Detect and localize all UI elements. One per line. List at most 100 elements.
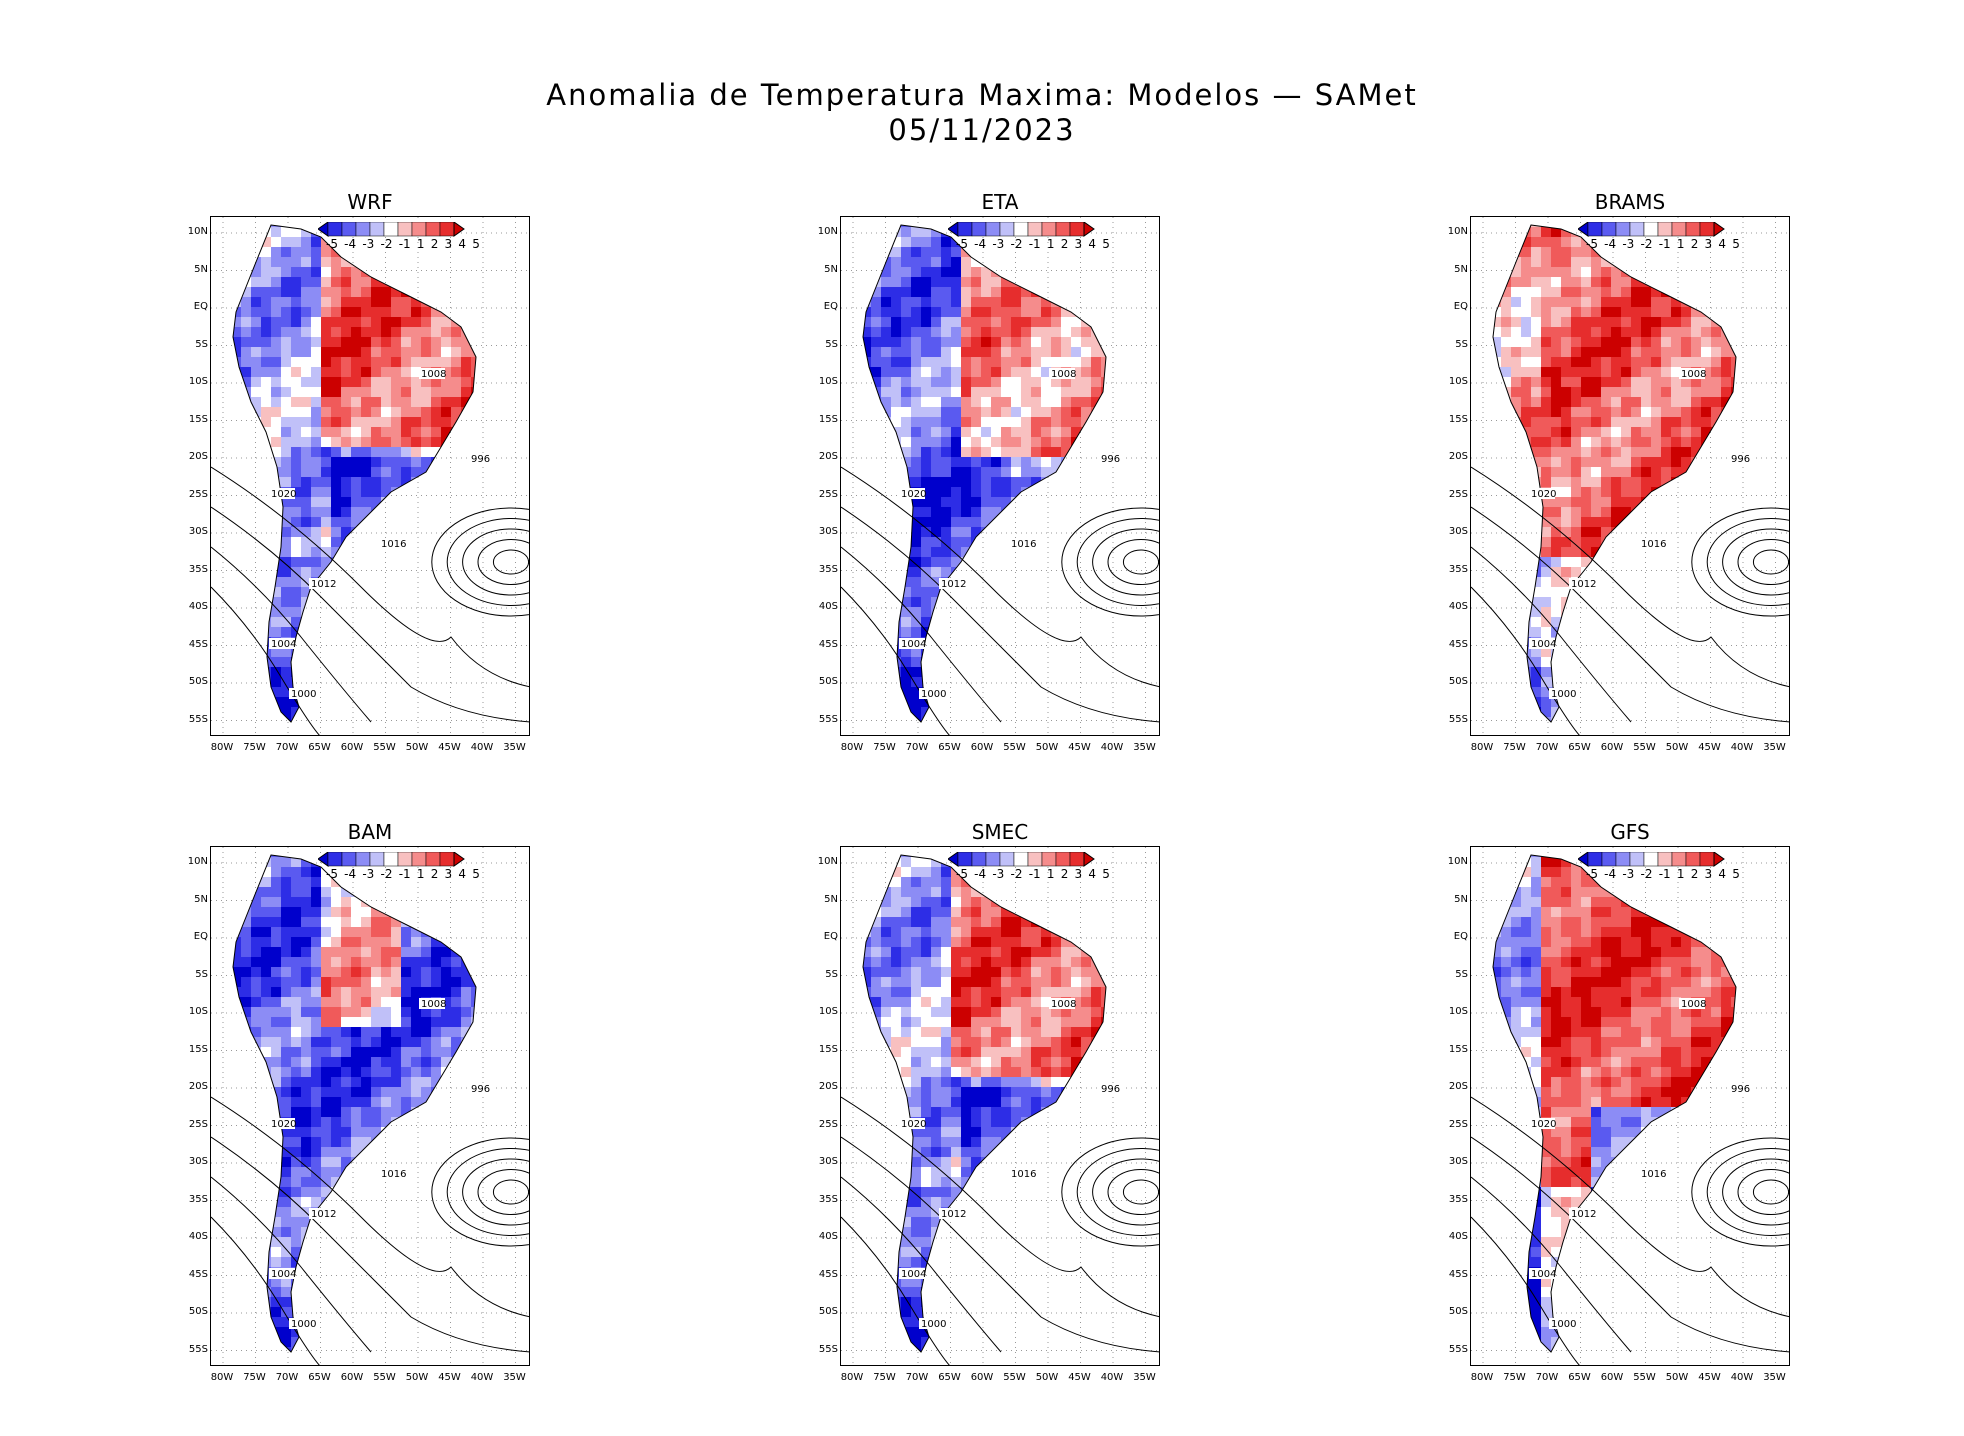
lon-tick-label: 45W bbox=[438, 1372, 461, 1383]
colorbar-tick-label: -2 bbox=[380, 867, 393, 881]
lon-tick-label: 65W bbox=[308, 742, 331, 753]
colorbar bbox=[1578, 852, 1725, 867]
isobar-contour bbox=[1471, 1136, 1789, 1353]
colorbar-tick-label: -3 bbox=[992, 867, 1005, 881]
lat-tick-label: 10S bbox=[188, 376, 208, 387]
lat-tick-label: 25S bbox=[818, 1118, 838, 1130]
isobar-contour bbox=[211, 546, 372, 723]
colorbar-tick-label: -4 bbox=[974, 237, 987, 251]
lon-tick-label: 45W bbox=[1068, 742, 1091, 753]
isobar-contour bbox=[1737, 539, 1789, 585]
lat-tick-label: 50S bbox=[188, 1306, 208, 1317]
colorbar-tick-label: -1 bbox=[1028, 237, 1041, 251]
lat-tick-label: 25S bbox=[188, 1118, 208, 1130]
isobar-label: 1020 bbox=[901, 489, 926, 500]
lon-tick-label: 70W bbox=[275, 742, 299, 753]
colorbar-tick-label: -4 bbox=[974, 867, 987, 881]
lon-tick-label: 75W bbox=[1503, 742, 1526, 753]
isobar-label: 1012 bbox=[1571, 1209, 1596, 1220]
isobar-contour bbox=[211, 1136, 529, 1353]
isobar-label: 1020 bbox=[901, 1119, 926, 1130]
lat-tick-label: 50S bbox=[818, 676, 838, 687]
isobar-contour bbox=[211, 466, 529, 688]
lon-tick-label: 55W bbox=[373, 742, 396, 753]
isobar-contour bbox=[1107, 1169, 1159, 1215]
map-frame: 1016 1012 1008 1004 1000 996 1020 bbox=[210, 846, 530, 1366]
lat-tick-label: 40S bbox=[188, 601, 208, 612]
colorbar-tick-label: -5 bbox=[1586, 237, 1598, 251]
lat-tick-label: 5N bbox=[194, 893, 208, 905]
isobar-contour bbox=[492, 549, 529, 575]
lat-tick-label: 30S bbox=[188, 526, 208, 537]
figure-date: 05/11/2023 bbox=[888, 113, 1076, 147]
lon-tick-label: 80W bbox=[840, 742, 864, 753]
colorbar-labels: -5 -4 -3 -2 -1 1 2 3 4 5 bbox=[948, 237, 1118, 251]
colorbar-tick-label: 4 bbox=[1088, 237, 1097, 251]
lat-tick-label: 45S bbox=[818, 638, 838, 650]
lat-tick-label: 10N bbox=[187, 856, 208, 867]
isobar-label: 1000 bbox=[921, 689, 946, 700]
isobar-label: 1020 bbox=[1531, 489, 1556, 500]
colorbar-tick-label: -1 bbox=[1658, 237, 1671, 251]
lat-tick-label: 20S bbox=[818, 1081, 838, 1092]
isobar-contour bbox=[841, 586, 950, 735]
lon-tick-label: 35W bbox=[1763, 1372, 1786, 1383]
lat-tick-label: 35S bbox=[818, 1193, 838, 1205]
isobar-contour bbox=[1471, 466, 1789, 688]
lat-tick-label: 5S bbox=[1455, 338, 1468, 350]
lon-tick-label: 60W bbox=[340, 1372, 364, 1383]
colorbar-tick-label: 3 bbox=[1074, 237, 1083, 251]
colorbar-tick-label: -2 bbox=[380, 237, 393, 251]
anomaly-map: 1016 1012 1008 1004 1000 996 1020 bbox=[841, 217, 1159, 735]
isobar-label: 1012 bbox=[941, 579, 966, 590]
lat-tick-label: 35S bbox=[1448, 563, 1468, 575]
lon-tick-label: 60W bbox=[1600, 742, 1624, 753]
lon-tick-label: 80W bbox=[210, 1372, 234, 1383]
colorbar-tick-label: 1 bbox=[1046, 237, 1055, 251]
lat-tick-label: 45S bbox=[818, 1268, 838, 1280]
lat-tick-label: 50S bbox=[818, 1306, 838, 1317]
isobar-contour bbox=[1471, 586, 1580, 735]
isobar-label: 1004 bbox=[271, 639, 296, 650]
lat-tick-label: 10S bbox=[818, 1006, 838, 1017]
lat-tick-label: 10S bbox=[1448, 376, 1468, 387]
lon-tick-label: 45W bbox=[438, 742, 461, 753]
colorbar-tick-label: 2 bbox=[430, 237, 439, 251]
isobar-contour bbox=[841, 506, 1159, 723]
coastline bbox=[232, 854, 477, 1353]
lat-tick-label: 35S bbox=[818, 563, 838, 575]
lat-tick-label: 5S bbox=[195, 338, 208, 350]
lon-tick-label: 80W bbox=[840, 1372, 864, 1383]
lat-tick-label: 45S bbox=[188, 1268, 208, 1280]
isobar-contour bbox=[1061, 1137, 1159, 1247]
anomaly-field bbox=[1493, 855, 1736, 1352]
colorbar-labels: -5 -4 -3 -2 -1 1 2 3 4 5 bbox=[318, 237, 488, 251]
lat-tick-label: 35S bbox=[188, 563, 208, 575]
colorbar-tick-label: -5 bbox=[956, 867, 968, 881]
lat-tick-label: EQ bbox=[1453, 931, 1468, 942]
anomaly-map: 1016 1012 1008 1004 1000 996 1020 bbox=[211, 217, 529, 735]
lat-tick-label: EQ bbox=[823, 301, 838, 312]
colorbar-tick-label: 2 bbox=[1060, 867, 1069, 881]
isobar-label: 1020 bbox=[1531, 1119, 1556, 1130]
map-frame: 1016 1012 1008 1004 1000 996 1020 bbox=[840, 216, 1160, 736]
lat-tick-label: EQ bbox=[193, 301, 208, 312]
lon-tick-label: 70W bbox=[275, 1372, 299, 1383]
isobar-contour bbox=[1122, 549, 1159, 575]
lon-tick-label: 80W bbox=[1470, 1372, 1494, 1383]
lat-tick-label: 15S bbox=[1448, 1043, 1468, 1055]
isobar-label: 1008 bbox=[1681, 369, 1706, 380]
lon-tick-label: 75W bbox=[873, 1372, 896, 1383]
lon-tick-label: 80W bbox=[1470, 742, 1494, 753]
colorbar-tick-label: 4 bbox=[1088, 867, 1097, 881]
isobar-contour bbox=[211, 586, 320, 735]
lon-tick-label: 65W bbox=[1568, 742, 1591, 753]
colorbar-tick-label: 5 bbox=[1732, 237, 1740, 251]
lat-tick-label: 20S bbox=[188, 1081, 208, 1092]
lon-tick-label: 35W bbox=[1763, 742, 1786, 753]
lat-tick-label: 5S bbox=[825, 338, 838, 350]
isobar-contour bbox=[211, 1096, 529, 1318]
colorbar bbox=[318, 222, 465, 237]
lon-tick-label: 40W bbox=[1730, 1372, 1754, 1383]
lat-tick-label: 30S bbox=[818, 526, 838, 537]
